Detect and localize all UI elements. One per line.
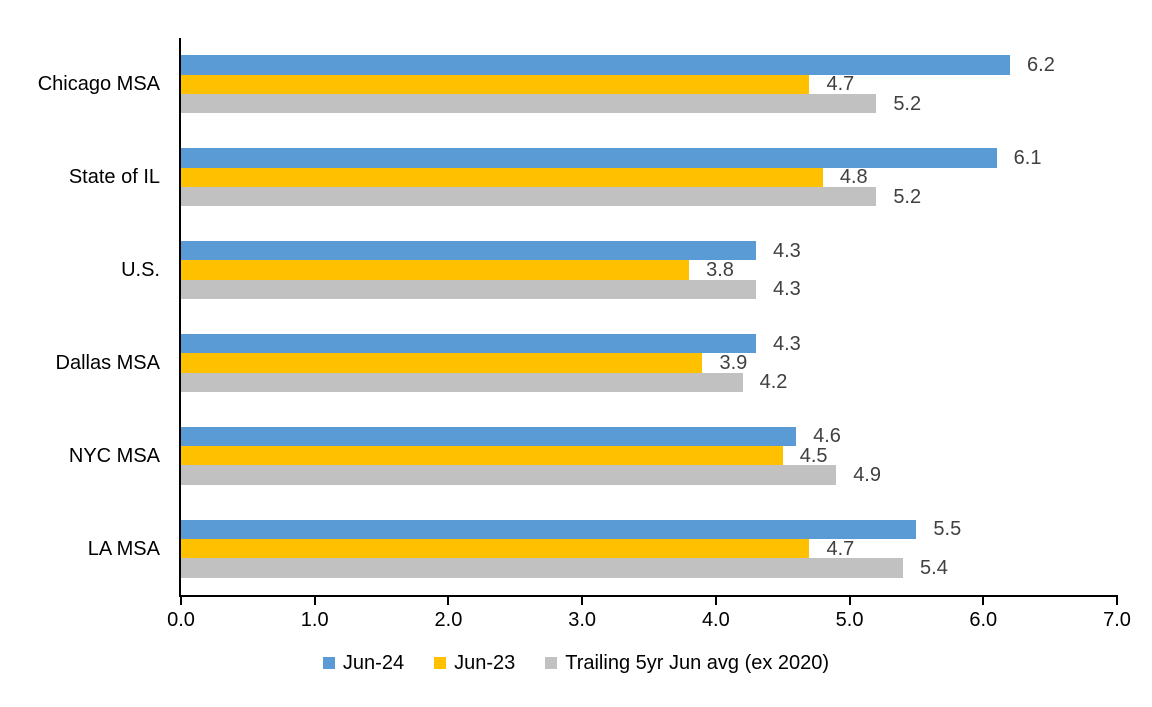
bar-value-label: 4.2 [759, 371, 788, 394]
legend: Jun-24 Jun-23 Trailing 5yr Jun avg (ex 202… [0, 651, 1152, 675]
x-tick [982, 597, 985, 605]
bar-trailing-5yr-jun-avg-ex-2020- [181, 558, 904, 578]
category-label: NYC MSA [68, 444, 160, 467]
bar-value-label: 5.4 [920, 556, 948, 579]
bar-value-label: 5.5 [933, 518, 962, 541]
x-tick-label: 1.0 [300, 609, 329, 631]
bar-trailing-5yr-jun-avg-ex-2020- [181, 279, 756, 300]
bar-jun-23 [181, 353, 703, 373]
bar-value-label: 3.8 [706, 259, 734, 282]
bar-trailing-5yr-jun-avg-ex-2020- [181, 186, 877, 207]
x-tick-label: 2.0 [434, 609, 463, 631]
x-tick [313, 597, 316, 605]
bar-value-label: 5.2 [893, 185, 922, 208]
legend-item-trailing-5yr-jun-avg-ex-2020-: Trailing 5yr Jun avg (ex 2020) [545, 651, 829, 675]
legend-item-jun-23: Jun-23 [434, 651, 515, 675]
bar-jun-24 [181, 426, 797, 447]
x-tick-label: 7.0 [1103, 609, 1131, 631]
category-label: Chicago MSA [37, 73, 160, 96]
bar-value-label: 4.3 [772, 239, 801, 262]
x-tick [581, 597, 584, 605]
bar-value-label: 4.3 [772, 278, 801, 301]
bar-jun-23 [181, 538, 810, 559]
x-tick-label: 6.0 [969, 609, 998, 631]
bar-jun-23 [181, 167, 823, 187]
bar-jun-24 [181, 55, 1011, 75]
bar-value-label: 4.6 [813, 425, 841, 448]
legend-item-jun-24: Jun-24 [322, 651, 405, 675]
bar-jun-24 [181, 519, 917, 539]
bar-trailing-5yr-jun-avg-ex-2020- [181, 465, 837, 485]
bar-value-label: 6.1 [1013, 146, 1042, 169]
x-tick [1116, 597, 1118, 605]
bar-value-label: 6.2 [1027, 54, 1055, 77]
bar-value-label: 4.5 [799, 444, 828, 467]
bar-jun-23 [181, 260, 690, 280]
x-tick [714, 597, 717, 605]
bar-value-label: 4.9 [853, 464, 881, 487]
x-tick [848, 597, 851, 605]
bar-jun-23 [181, 74, 810, 95]
x-tick-label: 4.0 [701, 609, 730, 631]
category-label: Dallas MSA [55, 351, 160, 374]
x-tick [180, 597, 182, 605]
x-tick [447, 597, 450, 605]
bar-value-label: 4.8 [839, 166, 868, 189]
legend-swatch-icon [545, 657, 558, 669]
bar-value-label: 4.7 [826, 73, 855, 96]
bar-value-label: 4.7 [826, 537, 855, 560]
x-tick-label: 0.0 [167, 609, 195, 631]
category-label: LA MSA [87, 537, 160, 560]
bar-value-label: 3.9 [719, 351, 748, 374]
bar-trailing-5yr-jun-avg-ex-2020- [181, 372, 743, 392]
bar-jun-24 [181, 148, 997, 168]
bar-value-label: 4.3 [772, 332, 801, 355]
bar-value-label: 5.2 [893, 92, 922, 115]
bar-jun-24 [181, 241, 756, 261]
x-tick-label: 3.0 [568, 609, 597, 631]
x-axis-line [179, 595, 1118, 597]
legend-label: Jun-23 [454, 652, 516, 674]
legend-swatch-icon [322, 657, 335, 669]
legend-swatch-icon [434, 657, 447, 669]
y-axis-line [179, 38, 181, 597]
category-label: State of IL [68, 166, 160, 189]
x-tick-label: 5.0 [835, 609, 864, 631]
bar-trailing-5yr-jun-avg-ex-2020- [181, 94, 877, 114]
category-label: U.S. [121, 259, 160, 282]
legend-label: Trailing 5yr Jun avg (ex 2020) [565, 652, 830, 674]
bar-jun-24 [181, 333, 756, 354]
legend-label: Jun-24 [342, 652, 405, 674]
bar-jun-23 [181, 446, 783, 466]
